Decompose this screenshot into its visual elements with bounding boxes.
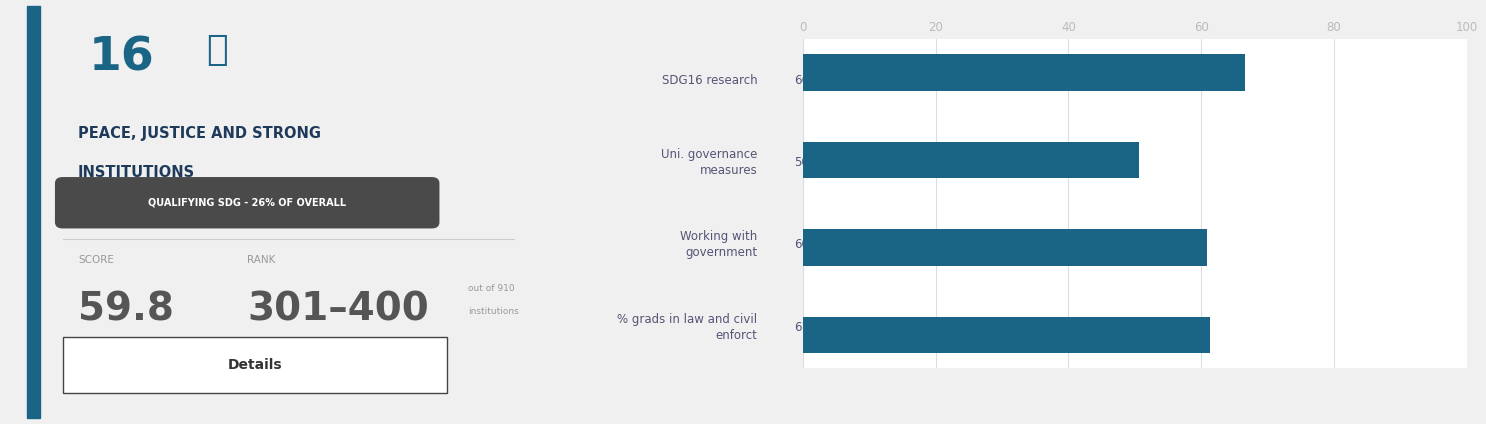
Text: INSTITUTIONS: INSTITUTIONS [77, 165, 195, 180]
Text: SDG16 research: SDG16 research [661, 74, 758, 87]
FancyBboxPatch shape [62, 338, 447, 393]
Text: 16: 16 [88, 35, 155, 80]
Bar [802, 54, 1245, 91]
Bar [802, 317, 1211, 353]
Text: RANK: RANK [247, 255, 275, 265]
Bar [27, 6, 40, 418]
Text: out of 910: out of 910 [468, 284, 514, 293]
Bar [27, 418, 539, 424]
Text: 50.6: 50.6 [794, 156, 820, 169]
Text: 61.4: 61.4 [794, 321, 820, 334]
Text: Details: Details [227, 358, 282, 372]
Text: 301–400: 301–400 [247, 290, 429, 328]
Text: Working with
government: Working with government [681, 230, 758, 259]
Text: 59.8: 59.8 [77, 290, 174, 328]
FancyBboxPatch shape [55, 177, 440, 229]
Text: 66.6: 66.6 [794, 74, 820, 87]
Bar [802, 142, 1138, 179]
Text: 60.9: 60.9 [794, 238, 820, 251]
Text: PEACE, JUSTICE AND STRONG: PEACE, JUSTICE AND STRONG [77, 126, 321, 141]
Text: institutions: institutions [468, 307, 519, 315]
Text: SCORE: SCORE [77, 255, 114, 265]
Text: QUALIFYING SDG - 26% OF OVERALL: QUALIFYING SDG - 26% OF OVERALL [149, 197, 346, 207]
Text: % grads in law and civil
enforct: % grads in law and civil enforct [617, 312, 758, 342]
Bar [802, 229, 1207, 266]
Text: 🕊: 🕊 [207, 33, 227, 67]
Text: Uni. governance
measures: Uni. governance measures [661, 148, 758, 177]
